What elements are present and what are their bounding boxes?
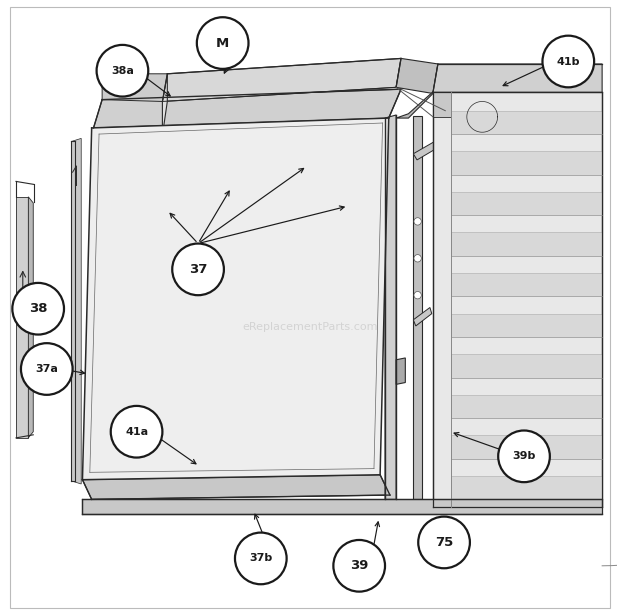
- Polygon shape: [451, 435, 602, 459]
- Circle shape: [172, 244, 224, 295]
- Polygon shape: [414, 116, 422, 499]
- Circle shape: [414, 292, 422, 299]
- Polygon shape: [94, 89, 401, 128]
- Polygon shape: [451, 314, 602, 337]
- Polygon shape: [396, 58, 438, 93]
- Circle shape: [235, 533, 286, 584]
- Polygon shape: [396, 358, 405, 384]
- Text: 37a: 37a: [35, 364, 58, 374]
- Polygon shape: [82, 499, 602, 514]
- Circle shape: [414, 218, 422, 225]
- Polygon shape: [82, 118, 389, 480]
- Polygon shape: [451, 476, 602, 499]
- Polygon shape: [396, 87, 438, 118]
- Text: M: M: [216, 36, 229, 50]
- Polygon shape: [433, 92, 451, 117]
- Circle shape: [197, 17, 249, 69]
- Polygon shape: [451, 111, 602, 134]
- Text: 39: 39: [350, 559, 368, 573]
- Text: eReplacementParts.com: eReplacementParts.com: [242, 322, 378, 332]
- Polygon shape: [451, 354, 602, 378]
- Text: 39b: 39b: [512, 451, 536, 461]
- Circle shape: [418, 517, 470, 568]
- Circle shape: [21, 343, 73, 395]
- Text: 41a: 41a: [125, 427, 148, 437]
- Polygon shape: [451, 151, 602, 175]
- Polygon shape: [16, 197, 29, 438]
- Text: 38a: 38a: [111, 66, 134, 76]
- Polygon shape: [451, 192, 602, 215]
- Polygon shape: [71, 138, 81, 484]
- Polygon shape: [385, 115, 396, 499]
- Circle shape: [111, 406, 162, 458]
- Polygon shape: [433, 92, 602, 507]
- Circle shape: [12, 283, 64, 335]
- Polygon shape: [451, 232, 602, 256]
- Circle shape: [542, 36, 594, 87]
- Circle shape: [414, 255, 422, 262]
- Circle shape: [97, 45, 148, 97]
- Polygon shape: [162, 74, 167, 135]
- Polygon shape: [102, 74, 167, 101]
- Text: 37: 37: [189, 263, 207, 276]
- Text: 75: 75: [435, 536, 453, 549]
- Polygon shape: [162, 58, 401, 101]
- Polygon shape: [414, 308, 432, 326]
- Polygon shape: [29, 197, 33, 438]
- Text: 41b: 41b: [557, 57, 580, 66]
- Polygon shape: [414, 135, 448, 160]
- Polygon shape: [451, 273, 602, 296]
- Polygon shape: [433, 64, 602, 92]
- Circle shape: [334, 540, 385, 592]
- Polygon shape: [451, 395, 602, 418]
- Polygon shape: [82, 475, 390, 499]
- Circle shape: [498, 430, 550, 482]
- Text: 37b: 37b: [249, 554, 272, 563]
- Text: 38: 38: [29, 302, 47, 315]
